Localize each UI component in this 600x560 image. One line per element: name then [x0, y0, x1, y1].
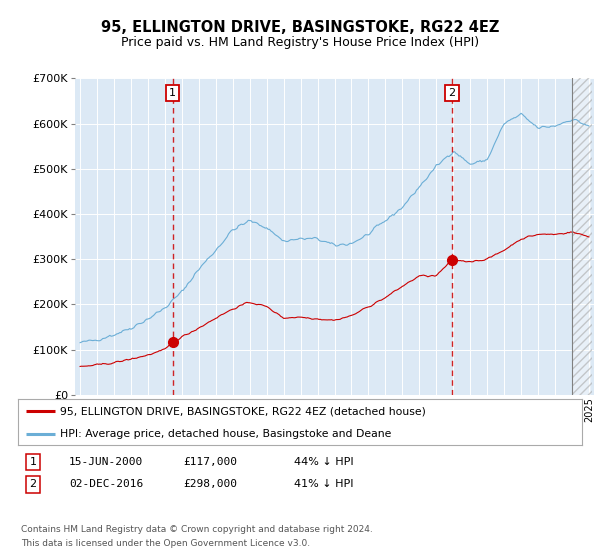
Text: 1: 1 [29, 457, 37, 467]
Text: 2: 2 [29, 479, 37, 489]
Text: 02-DEC-2016: 02-DEC-2016 [69, 479, 143, 489]
Text: HPI: Average price, detached house, Basingstoke and Deane: HPI: Average price, detached house, Basi… [60, 429, 392, 438]
Text: £298,000: £298,000 [183, 479, 237, 489]
Text: 41% ↓ HPI: 41% ↓ HPI [294, 479, 353, 489]
Text: 44% ↓ HPI: 44% ↓ HPI [294, 457, 353, 467]
Text: 95, ELLINGTON DRIVE, BASINGSTOKE, RG22 4EZ: 95, ELLINGTON DRIVE, BASINGSTOKE, RG22 4… [101, 20, 499, 35]
Text: 95, ELLINGTON DRIVE, BASINGSTOKE, RG22 4EZ (detached house): 95, ELLINGTON DRIVE, BASINGSTOKE, RG22 4… [60, 406, 426, 416]
Text: Price paid vs. HM Land Registry's House Price Index (HPI): Price paid vs. HM Land Registry's House … [121, 36, 479, 49]
Text: Contains HM Land Registry data © Crown copyright and database right 2024.
This d: Contains HM Land Registry data © Crown c… [21, 525, 373, 548]
Bar [572, 78, 592, 395]
Text: 2: 2 [448, 88, 455, 98]
Bar [572, 78, 590, 395]
Text: £117,000: £117,000 [183, 457, 237, 467]
Text: 15-JUN-2000: 15-JUN-2000 [69, 457, 143, 467]
Text: 1: 1 [169, 88, 176, 98]
